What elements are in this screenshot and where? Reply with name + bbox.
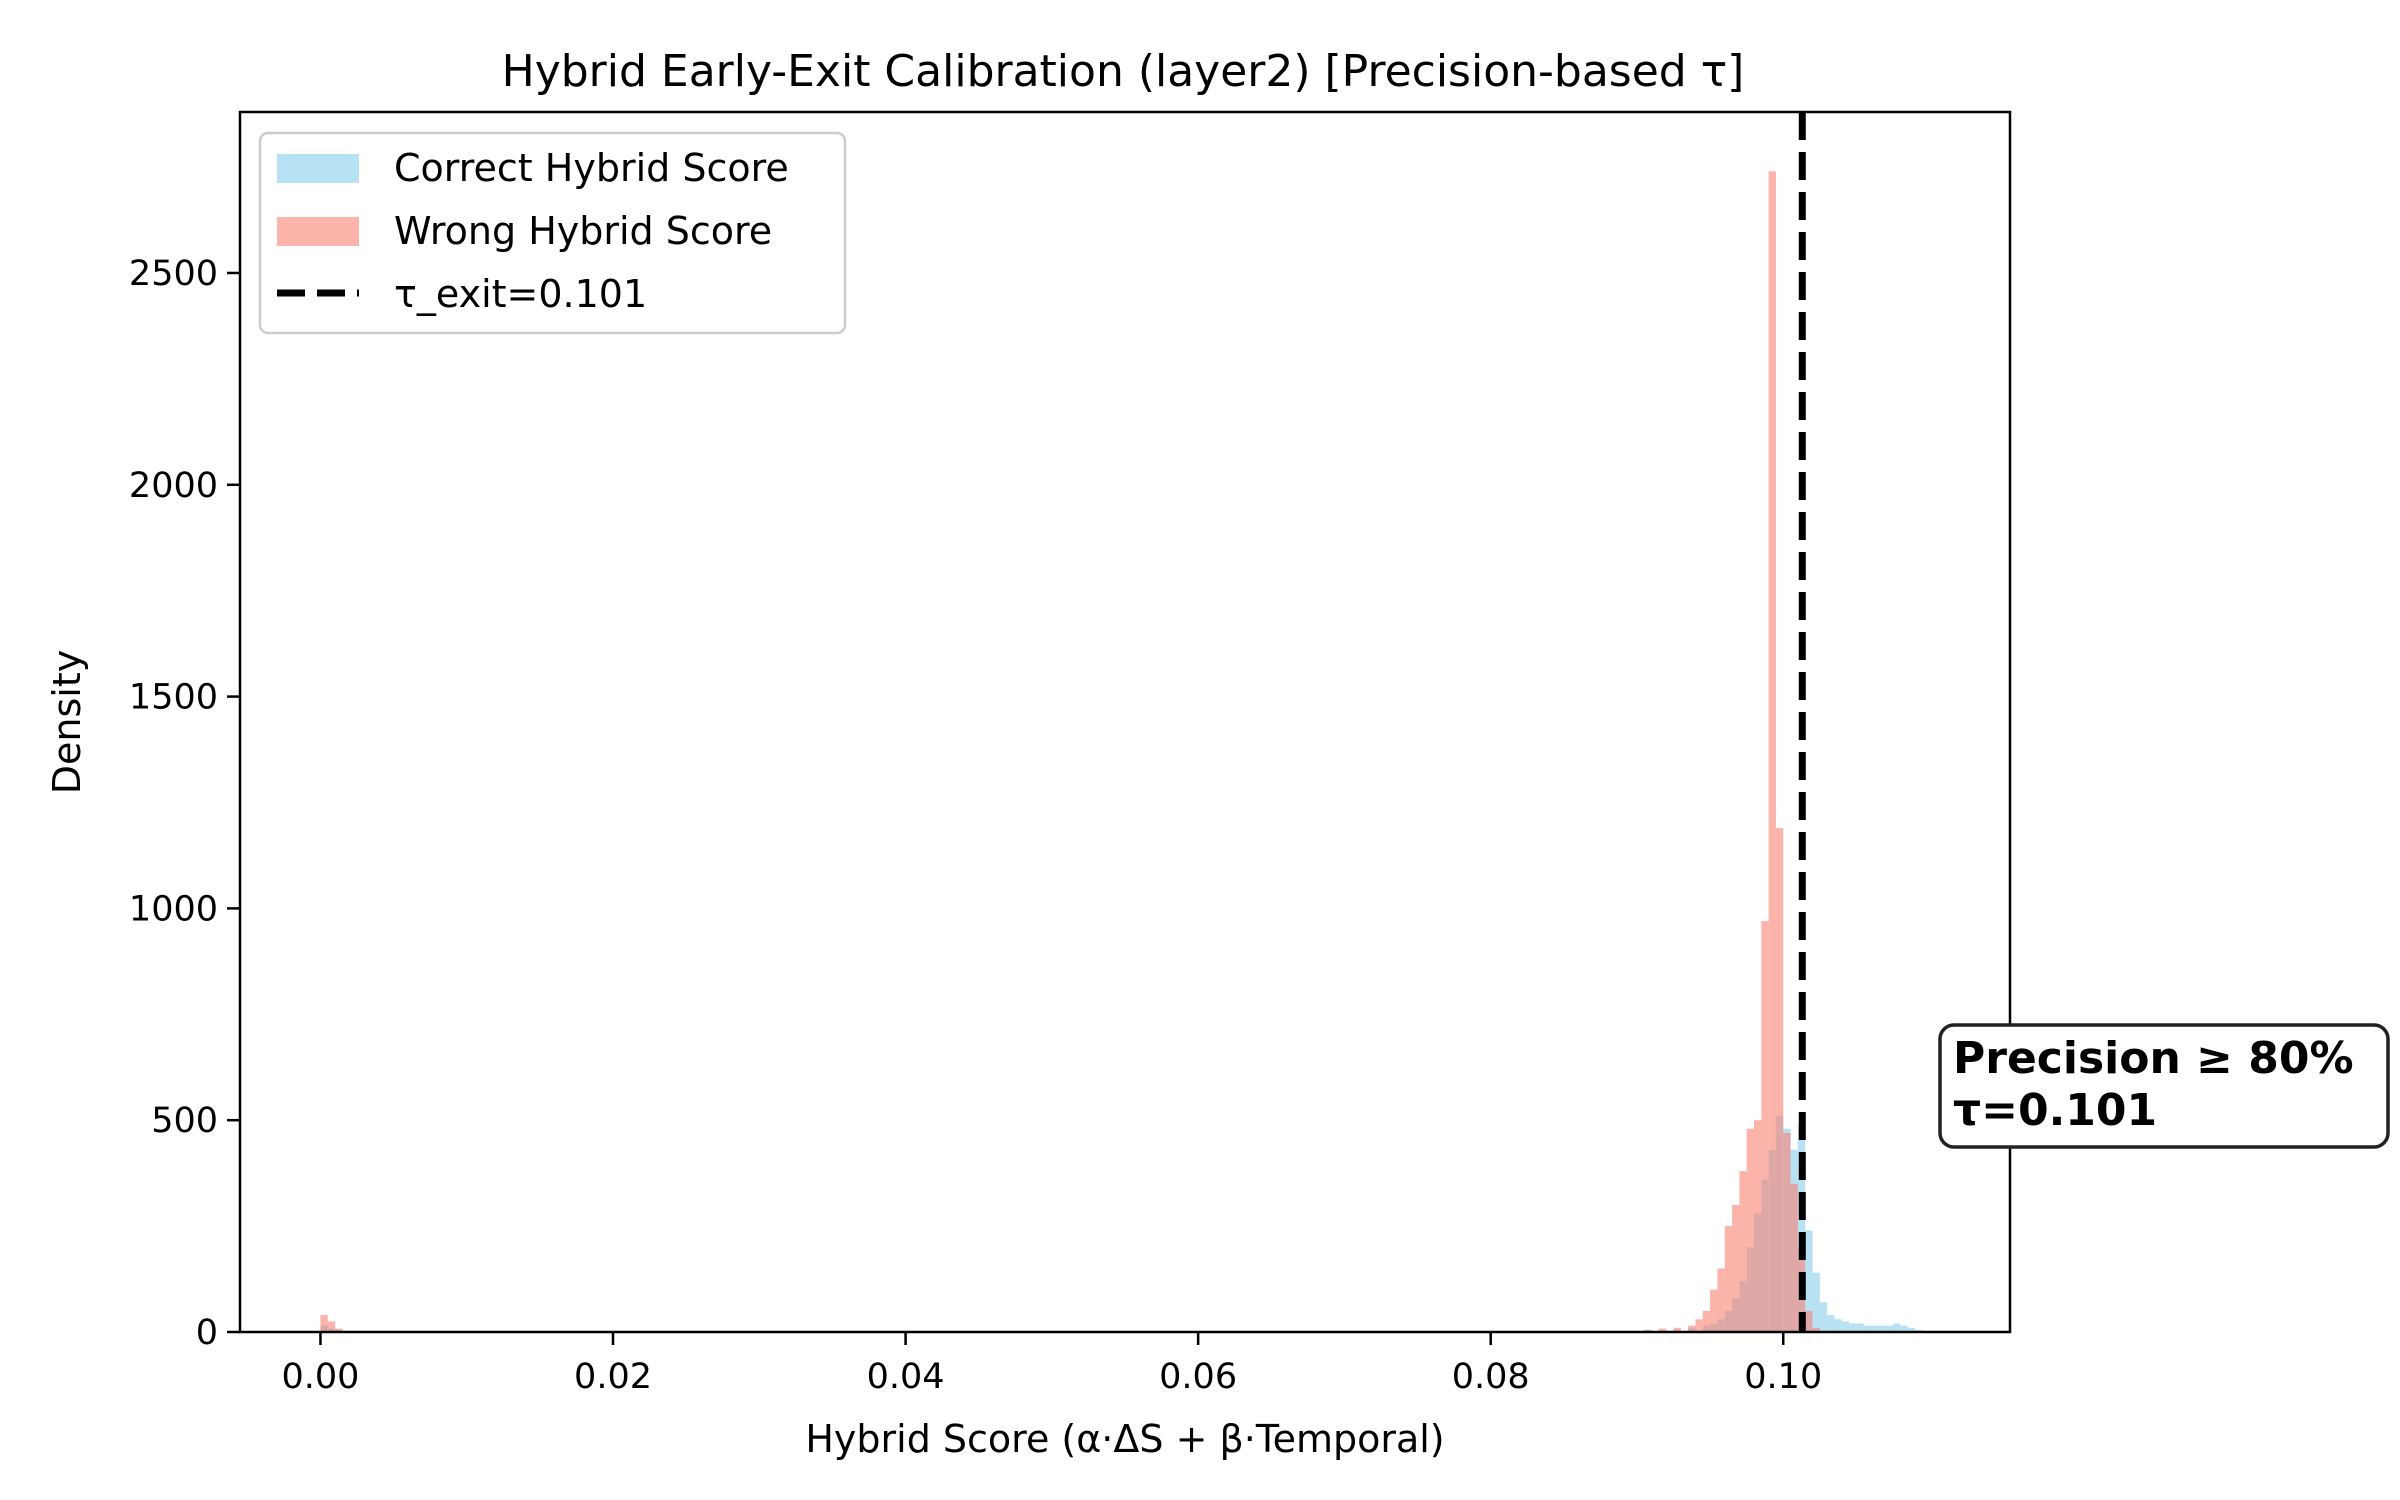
y-tick-label: 1000: [129, 889, 218, 929]
bar-wrong: [1717, 1268, 1725, 1332]
chart-title: Hybrid Early-Exit Calibration (layer2) […: [502, 46, 1745, 97]
legend-label-threshold: τ_exit=0.101: [394, 272, 647, 316]
bar-correct: [1863, 1325, 1872, 1332]
y-tick-label: 1500: [129, 678, 218, 718]
bar-wrong: [1805, 1310, 1813, 1332]
bar-wrong: [1812, 1327, 1820, 1332]
bar-correct: [1885, 1325, 1893, 1332]
x-tick-label: 0.02: [574, 1357, 652, 1397]
bar-wrong: [1710, 1289, 1718, 1332]
bar-wrong: [1761, 921, 1769, 1332]
bar-correct: [1841, 1321, 1850, 1332]
legend-swatch-wrong: [277, 217, 359, 246]
y-axis-label: Density: [45, 650, 89, 794]
bar-wrong: [1754, 1120, 1762, 1332]
annotation-precision: Precision ≥ 80%: [1953, 1033, 2354, 1084]
bar-wrong: [1746, 1128, 1755, 1332]
bar-correct: [1827, 1315, 1835, 1332]
y-tick-label: 500: [151, 1101, 218, 1141]
y-tick-label: 0: [196, 1313, 218, 1353]
bar-wrong: [1739, 1171, 1747, 1332]
x-tick-label: 0.00: [281, 1357, 359, 1397]
bar-wrong: [1688, 1325, 1696, 1332]
x-axis-ticks: 0.00 0.02 0.04 0.06 0.08 0.10: [281, 1332, 1822, 1397]
bar-correct: [1892, 1323, 1901, 1332]
x-tick-label: 0.10: [1744, 1357, 1822, 1397]
bar-correct: [1871, 1325, 1879, 1332]
legend-frame: [258, 131, 847, 335]
bar-wrong: [335, 1328, 343, 1332]
x-axis-label: Hybrid Score (α·ΔS + β·Temporal): [805, 1417, 1444, 1461]
y-axis-ticks: 0 500 1000 1500 2000 2500: [129, 254, 240, 1353]
y-tick-label: 2000: [129, 466, 218, 506]
bar-correct: [1805, 1230, 1813, 1332]
legend-label-correct: Correct Hybrid Score: [394, 146, 789, 190]
bar-wrong: [320, 1315, 328, 1332]
bar-correct: [1834, 1319, 1842, 1332]
bar-correct: [1900, 1325, 1908, 1332]
bar-wrong: [1658, 1328, 1667, 1332]
bar-wrong: [327, 1321, 336, 1332]
legend-label-wrong: Wrong Hybrid Score: [394, 209, 772, 253]
legend-swatch-correct: [277, 154, 359, 183]
bar-wrong: [1724, 1226, 1733, 1332]
annotation-tau: τ=0.101: [1953, 1085, 2157, 1136]
bar-correct: [1797, 1124, 1806, 1332]
annotation-box: [1938, 1023, 2390, 1149]
y-tick-label: 2500: [129, 254, 218, 294]
bar-wrong: [1790, 1183, 1798, 1332]
x-tick-label: 0.04: [867, 1357, 945, 1397]
series-wrong-bars: [320, 171, 1820, 1333]
bar-wrong: [1768, 171, 1776, 1333]
bar-correct: [1856, 1323, 1864, 1332]
bar-wrong: [1783, 1132, 1791, 1332]
x-tick-label: 0.06: [1159, 1357, 1237, 1397]
legend: Correct Hybrid Score Wrong Hybrid Score …: [258, 131, 847, 335]
bar-correct: [1907, 1327, 1915, 1332]
x-tick-label: 0.08: [1452, 1357, 1530, 1397]
plot-frame: [238, 110, 2012, 1334]
bar-wrong: [1702, 1310, 1711, 1332]
bar-correct: [1812, 1272, 1820, 1332]
precision-annotation: Precision ≥ 80% τ=0.101: [1938, 1023, 2390, 1149]
bar-wrong: [1775, 827, 1784, 1332]
bar-wrong: [1732, 1204, 1740, 1332]
bar-correct: [1878, 1325, 1886, 1332]
bar-correct: [1819, 1302, 1828, 1332]
bar-wrong: [1673, 1327, 1681, 1332]
bar-correct: [1849, 1323, 1857, 1332]
bar-wrong: [1695, 1319, 1703, 1332]
